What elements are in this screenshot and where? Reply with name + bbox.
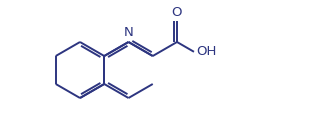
Text: OH: OH xyxy=(196,45,216,58)
Text: O: O xyxy=(172,6,182,19)
Text: N: N xyxy=(124,25,133,39)
